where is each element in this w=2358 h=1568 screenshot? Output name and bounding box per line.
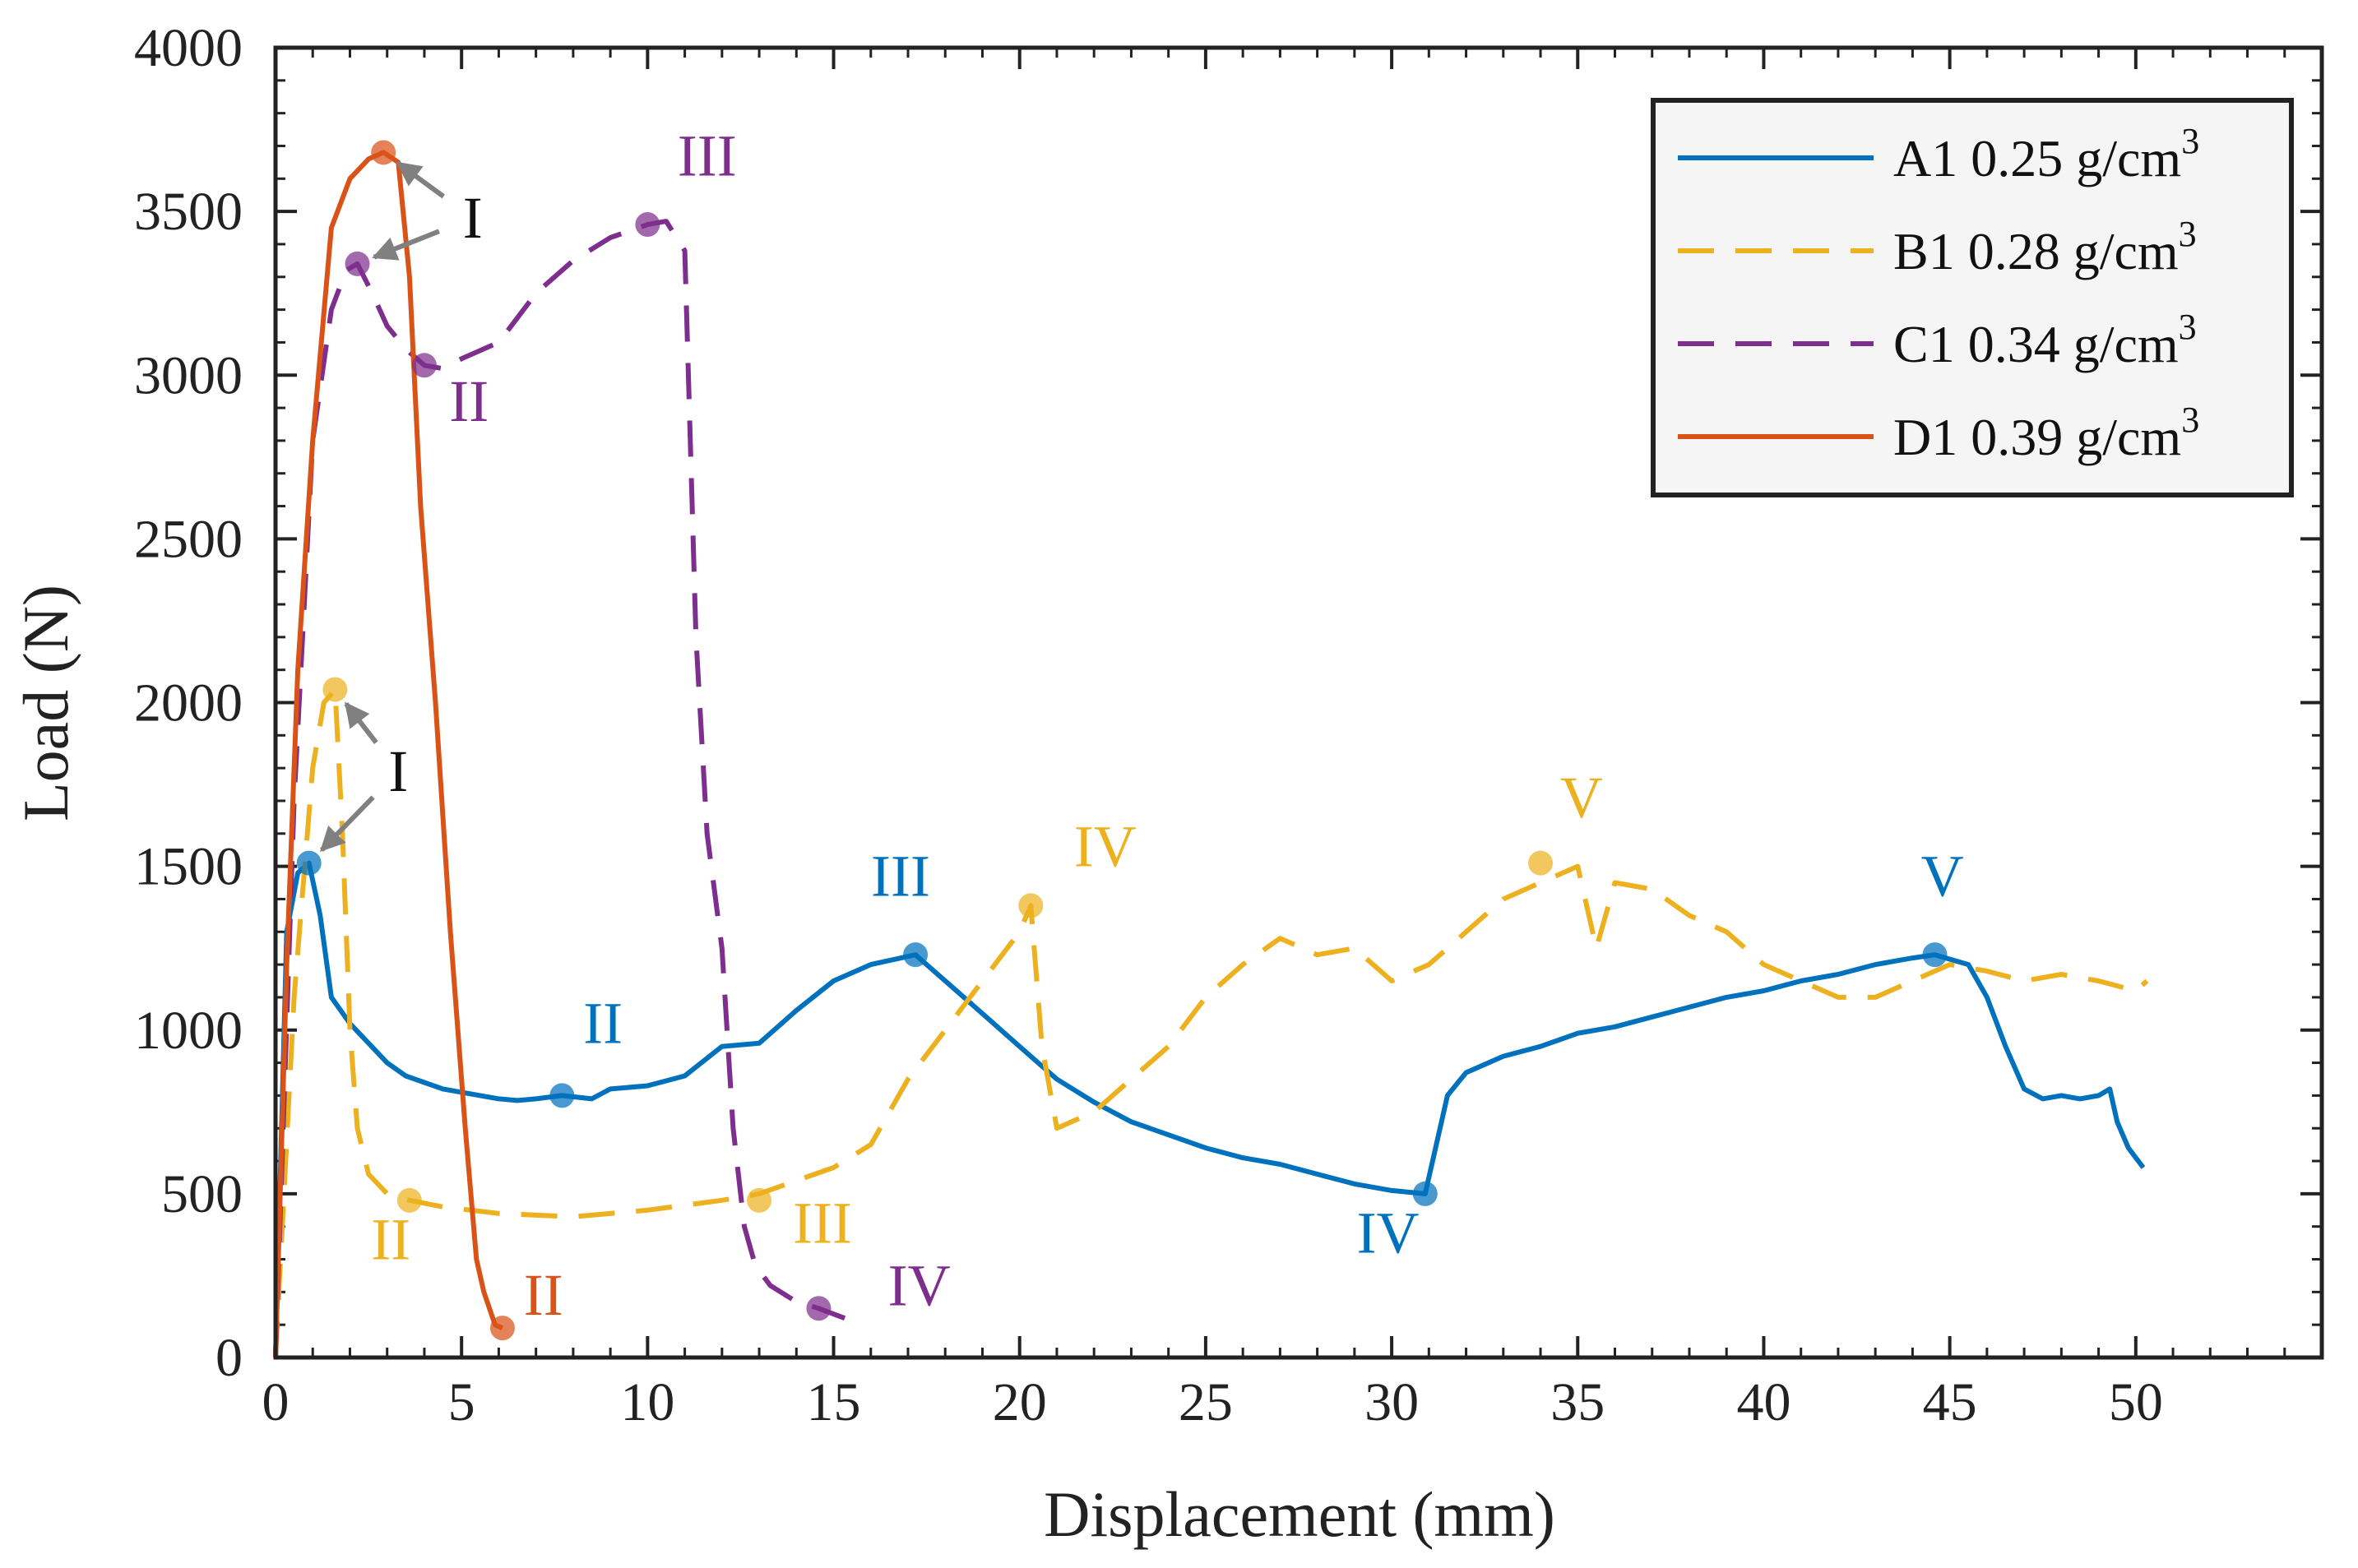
- series-0-point-V: [1922, 942, 1948, 968]
- x-tick-label: 30: [1364, 1372, 1419, 1432]
- x-tick-label: 45: [1923, 1372, 1977, 1432]
- legend-entry-0: A1 0.25 g/cm3: [1893, 121, 2199, 187]
- y-axis-label: Load (N): [10, 585, 81, 821]
- annotation-label-2: III: [678, 123, 737, 188]
- annotation-label-8: V: [1921, 843, 1964, 909]
- legend: A1 0.25 g/cm3 B1 0.28 g/cm3 C1 0.34 g/cm3 D…: [1651, 98, 2294, 497]
- x-tick-labels: 0 5 10 15 20 25 30 35 40 45 50: [262, 1372, 2163, 1432]
- x-tick-label: 35: [1550, 1372, 1605, 1432]
- series-1-point-IV: [1018, 893, 1044, 918]
- series-2-point-IV: [806, 1296, 832, 1321]
- series-2-point-III: [635, 212, 660, 238]
- y-tick-label: 4000: [134, 18, 243, 78]
- series-1-point-I: [322, 677, 348, 702]
- annotation-label-5: II: [583, 991, 623, 1057]
- y-tick-label: 1500: [134, 837, 243, 897]
- annotation-label-12: V: [1560, 765, 1603, 830]
- annotation-arrow: [319, 795, 375, 853]
- legend-superscript: 3: [2179, 307, 2197, 347]
- annotation-label-7: IV: [1357, 1200, 1420, 1266]
- annotation-label-11: IV: [1074, 814, 1137, 880]
- legend-entry-2: C1 0.34 g/cm3: [1893, 307, 2197, 373]
- legend-superscript: 3: [2181, 400, 2199, 440]
- annotation-label-13: II: [524, 1262, 563, 1328]
- y-tick-label: 3500: [134, 182, 243, 242]
- y-tick-labels: 0 500 1000 1500 2000 2500 3000 3500 4000: [134, 18, 243, 1388]
- x-tick-label: 50: [2109, 1372, 2163, 1432]
- x-tick-label: 25: [1179, 1372, 1233, 1432]
- y-tick-label: 2500: [134, 509, 243, 569]
- x-axis-label: Displacement (mm): [1044, 1478, 1555, 1550]
- annotation-arrow: [396, 161, 446, 199]
- y-tick-label: 0: [215, 1328, 243, 1388]
- legend-superscript: 3: [2179, 214, 2197, 254]
- series-1-point-V: [1528, 850, 1554, 876]
- annotation-label-9: II: [371, 1207, 410, 1273]
- annotation-label-6: III: [871, 843, 930, 909]
- annotation-label-1: I: [388, 738, 408, 804]
- series-2-point-II: [411, 353, 437, 378]
- series-line-3: [273, 150, 504, 1358]
- series-0-point-IV: [1412, 1181, 1438, 1206]
- series-0-point-III: [903, 942, 929, 968]
- annotation-label-3: II: [449, 368, 489, 434]
- y-tick-label: 3000: [134, 345, 243, 405]
- x-tick-label: 15: [807, 1372, 861, 1432]
- y-tick-label: 1000: [134, 1001, 243, 1061]
- legend-box: [1651, 98, 2294, 497]
- x-tick-label: 5: [448, 1372, 475, 1432]
- series-0-point-I: [296, 850, 322, 876]
- series-line-1: [273, 687, 2149, 1358]
- annotation-label-10: III: [793, 1191, 852, 1256]
- annotation-arrow: [344, 701, 378, 745]
- series-1-point-II: [396, 1187, 422, 1213]
- series-1-point-III: [747, 1187, 772, 1213]
- plot-frame: [273, 45, 2324, 1360]
- y-tick-label: 500: [161, 1164, 243, 1224]
- data-series: [273, 140, 2149, 1358]
- x-tick-label: 20: [993, 1372, 1047, 1432]
- x-tick-label: 10: [620, 1372, 674, 1432]
- x-tick-label: 40: [1736, 1372, 1791, 1432]
- series-0-point-II: [549, 1083, 575, 1108]
- legend-entry-1: B1 0.28 g/cm3: [1893, 214, 2197, 280]
- series-2-point-I: [345, 251, 370, 276]
- series-line-0: [273, 860, 2146, 1358]
- series-3-point-II: [489, 1316, 515, 1341]
- annotation-label-4: IV: [888, 1252, 951, 1318]
- annotation-arrow: [372, 229, 440, 261]
- legend-superscript: 3: [2181, 121, 2199, 161]
- legend-entry-3: D1 0.39 g/cm3: [1893, 400, 2199, 466]
- y-tick-label: 2000: [134, 673, 243, 733]
- x-tick-label: 0: [262, 1372, 290, 1432]
- annotation-label-0: I: [463, 185, 483, 251]
- series-3-point-I: [371, 140, 396, 165]
